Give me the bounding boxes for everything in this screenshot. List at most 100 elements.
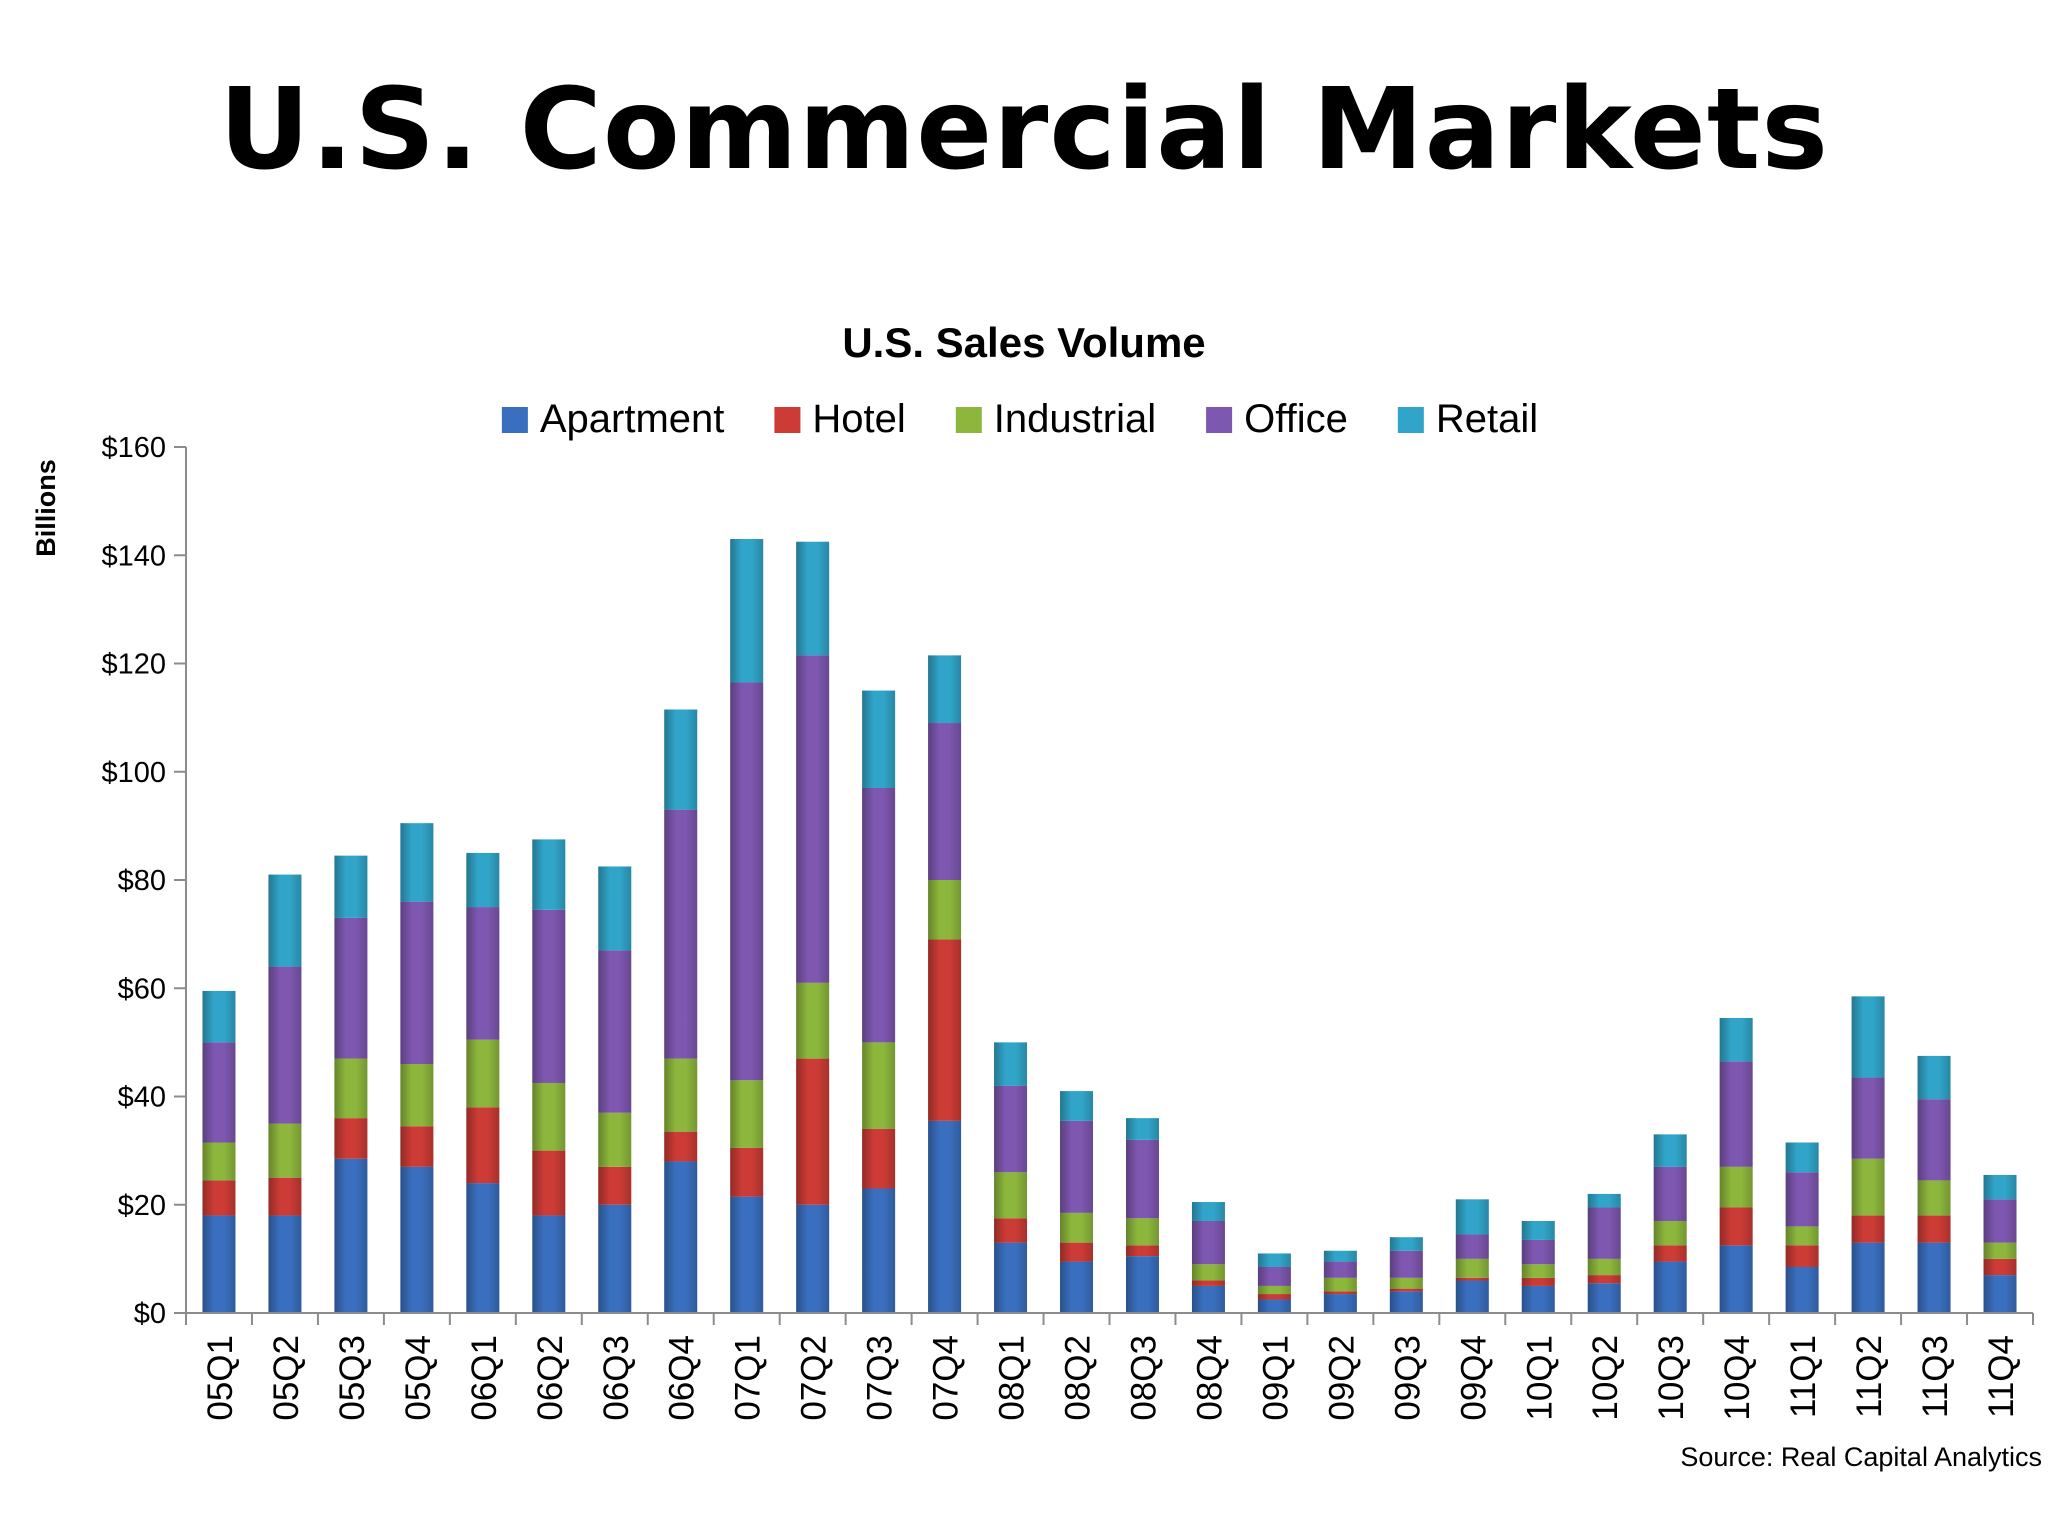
bar-stack — [400, 823, 434, 1313]
bar-shading — [1389, 1237, 1423, 1313]
x-tick-label: 06Q4 — [663, 1335, 702, 1421]
x-tick-label: 07Q1 — [729, 1335, 768, 1421]
y-tick-label: $160 — [101, 432, 166, 464]
bar-stack — [862, 690, 896, 1313]
bar-shading — [1257, 1253, 1291, 1313]
x-tick-label: 05Q3 — [333, 1335, 372, 1421]
bar-stack — [202, 990, 236, 1313]
bar-shading — [1653, 1134, 1687, 1313]
bar-stack — [466, 852, 500, 1313]
slide-title: U.S. Commercial Markets — [218, 65, 1830, 195]
x-tick-label: 08Q1 — [993, 1335, 1032, 1421]
bar-stack — [532, 839, 566, 1313]
chart-title: U.S. Sales Volume — [842, 319, 1205, 366]
bar-stack — [1785, 1142, 1819, 1313]
x-tick-label: 11Q3 — [1916, 1335, 1955, 1418]
x-tick-label: 10Q1 — [1520, 1335, 1559, 1421]
bar-stack — [1719, 1018, 1753, 1313]
legend-swatch — [774, 407, 801, 433]
x-tick-label: 07Q2 — [795, 1335, 834, 1421]
bar-shading — [1851, 996, 1885, 1313]
bar-shading — [1060, 1091, 1094, 1313]
legend-item-hotel: Hotel — [774, 397, 906, 441]
x-tick-label: 11Q2 — [1850, 1335, 1889, 1418]
bar-shading — [862, 690, 896, 1313]
x-tick-label: 10Q3 — [1652, 1335, 1691, 1421]
bar-shading — [664, 709, 698, 1313]
legend-swatch — [501, 407, 528, 433]
legend-item-apartment: Apartment — [501, 397, 725, 441]
legend-label: Industrial — [994, 397, 1156, 441]
legend-swatch — [955, 407, 982, 433]
x-tick-label: 05Q1 — [201, 1335, 240, 1421]
bar-stacks — [202, 539, 2017, 1313]
chart-legend: Apartment Hotel Industrial Office Retail — [501, 397, 1538, 441]
bar-stack — [1587, 1193, 1621, 1313]
bar-shading — [796, 541, 830, 1313]
y-tick-label: $120 — [101, 649, 166, 681]
x-tick-label: 09Q3 — [1388, 1335, 1427, 1421]
x-tick-label: 09Q2 — [1322, 1335, 1361, 1421]
y-tick-label: $40 — [118, 1082, 166, 1114]
bar-stack — [1917, 1055, 1951, 1313]
x-tick-label: 09Q4 — [1454, 1335, 1493, 1421]
bar-stack — [796, 541, 830, 1313]
legend-label: Apartment — [540, 397, 725, 441]
x-tick-label: 06Q3 — [597, 1335, 636, 1421]
bar-stack — [1851, 996, 1885, 1313]
x-tick-label: 11Q4 — [1982, 1335, 2021, 1418]
legend-item-industrial: Industrial — [955, 397, 1156, 441]
legend-label: Office — [1244, 397, 1348, 441]
bar-stack — [928, 655, 962, 1313]
legend-swatch — [1206, 407, 1233, 433]
x-tick-label: 07Q4 — [927, 1335, 966, 1421]
bar-stack — [1257, 1253, 1291, 1313]
bar-shading — [466, 852, 500, 1313]
bar-shading — [1323, 1250, 1357, 1313]
bar-shading — [1521, 1220, 1555, 1313]
x-tick-label: 07Q3 — [861, 1335, 900, 1421]
bar-shading — [730, 539, 764, 1313]
bar-stack — [598, 866, 632, 1313]
bar-stack — [1323, 1250, 1357, 1313]
y-tick-label: $140 — [101, 540, 166, 572]
y-tick-label: $80 — [118, 865, 166, 897]
y-axis-label: Billions — [31, 459, 61, 557]
bar-shading — [532, 839, 566, 1313]
legend-label: Retail — [1436, 397, 1538, 441]
bar-shading — [1587, 1193, 1621, 1313]
bar-shading — [1719, 1018, 1753, 1313]
bar-stack — [994, 1042, 1028, 1313]
bar-shading — [1785, 1142, 1819, 1313]
x-axis: 05Q1 05Q2 05Q3 05Q4 06Q1 06Q2 06Q3 06Q4 07Q1 07Q2… — [185, 1312, 2034, 1421]
bar-shading — [1125, 1118, 1159, 1313]
bar-stack — [1060, 1091, 1094, 1313]
legend-label: Hotel — [812, 397, 905, 441]
y-tick-label: $60 — [118, 973, 166, 1005]
y-tick-label: $20 — [118, 1190, 166, 1222]
bar-stack — [1455, 1199, 1489, 1313]
bar-shading — [1191, 1202, 1225, 1313]
legend-swatch — [1397, 407, 1424, 433]
x-tick-label: 08Q3 — [1124, 1335, 1163, 1421]
x-tick-label: 11Q1 — [1784, 1335, 1823, 1418]
bar-shading — [400, 823, 434, 1313]
bar-shading — [334, 855, 368, 1313]
x-tick-label: 08Q4 — [1190, 1335, 1229, 1421]
bar-shading — [928, 655, 962, 1313]
bar-shading — [1983, 1174, 2017, 1313]
x-tick-label: 09Q1 — [1256, 1335, 1295, 1421]
bar-stack — [1521, 1220, 1555, 1313]
bar-shading — [268, 874, 302, 1313]
bar-stack — [334, 855, 368, 1313]
bar-shading — [598, 866, 632, 1313]
x-tick-label: 06Q1 — [465, 1335, 504, 1421]
x-tick-label: 10Q2 — [1586, 1335, 1625, 1421]
y-tick-label: $0 — [134, 1298, 166, 1330]
y-tick-label: $100 — [101, 757, 166, 789]
bar-stack — [1389, 1237, 1423, 1313]
bar-stack — [664, 709, 698, 1313]
bar-stack — [1983, 1174, 2017, 1313]
bar-stack — [730, 539, 764, 1313]
